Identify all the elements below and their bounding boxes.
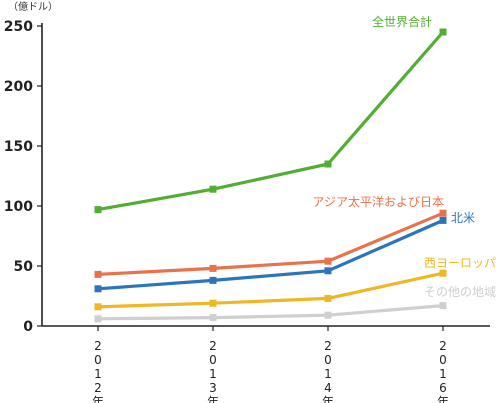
y-tick-label: 50 xyxy=(14,259,34,275)
data-point xyxy=(324,267,332,275)
data-point xyxy=(94,285,102,293)
data-point xyxy=(439,28,447,36)
x-axis-ticks: 2 0 1 2 年 2 0 1 3 年 2 0 1 4 年 2 0 1 6 年 xyxy=(92,326,449,403)
series-label: 北米 xyxy=(451,211,475,225)
data-point xyxy=(209,314,217,322)
data-point xyxy=(324,160,332,168)
series-line xyxy=(97,211,444,276)
series-label: 全世界合計 xyxy=(372,14,432,29)
y-tick-label: 200 xyxy=(4,79,33,95)
data-point xyxy=(439,302,447,310)
series-label: 西ヨーロッパ xyxy=(424,256,496,270)
y-tick-label: 100 xyxy=(4,199,33,215)
data-point xyxy=(324,257,332,265)
data-point xyxy=(439,209,447,217)
series-label: アジア太平洋および日本 xyxy=(312,194,444,209)
data-point xyxy=(439,269,447,277)
data-point xyxy=(94,206,102,214)
series-line xyxy=(97,218,444,291)
data-point xyxy=(209,185,217,193)
y-tick-label: 0 xyxy=(23,319,33,335)
y-axis-unit-label: （億ドル） xyxy=(8,0,58,13)
data-point xyxy=(209,299,217,307)
data-point xyxy=(94,270,102,278)
data-point xyxy=(324,294,332,302)
data-point xyxy=(209,264,217,272)
data-point xyxy=(94,303,102,311)
series-line xyxy=(97,271,444,309)
series-line xyxy=(97,304,444,321)
data-point xyxy=(324,311,332,319)
series-label: その他の地域 xyxy=(424,285,496,299)
series-line xyxy=(97,30,445,212)
y-tick-label: 150 xyxy=(4,139,33,155)
series-layer xyxy=(94,28,447,323)
data-point xyxy=(94,315,102,323)
y-tick-label: 250 xyxy=(4,19,33,35)
data-point xyxy=(209,276,217,284)
y-axis-ticks: 250 200 150 100 50 0 xyxy=(4,19,42,335)
data-point xyxy=(439,216,447,224)
